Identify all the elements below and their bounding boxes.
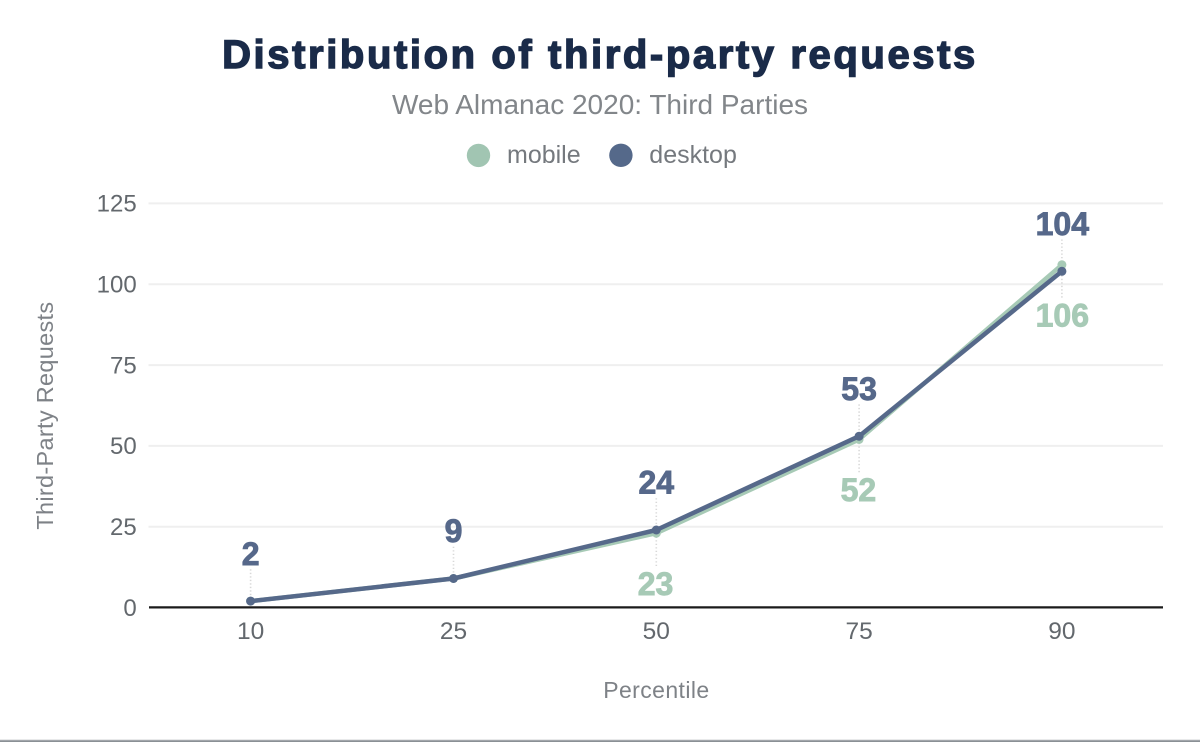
svg-text:Third-Party Requests: Third-Party Requests — [32, 302, 58, 530]
svg-text:90: 90 — [1048, 618, 1075, 645]
svg-text:9: 9 — [445, 513, 463, 549]
svg-text:100: 100 — [97, 272, 137, 299]
svg-text:mobile: mobile — [507, 141, 581, 169]
svg-text:53: 53 — [841, 371, 877, 407]
svg-text:25: 25 — [110, 514, 137, 541]
svg-text:Percentile: Percentile — [603, 677, 709, 703]
svg-text:0: 0 — [123, 595, 136, 622]
svg-text:2: 2 — [242, 536, 260, 572]
svg-text:25: 25 — [440, 618, 467, 645]
svg-text:Web Almanac 2020: Third Partie: Web Almanac 2020: Third Parties — [392, 89, 808, 120]
svg-text:10: 10 — [237, 618, 264, 645]
svg-text:50: 50 — [110, 433, 137, 460]
svg-text:desktop: desktop — [649, 141, 737, 169]
svg-text:75: 75 — [845, 618, 872, 645]
svg-text:Distribution of third-party re: Distribution of third-party requests — [222, 33, 978, 77]
svg-text:104: 104 — [1036, 206, 1090, 242]
svg-text:50: 50 — [643, 618, 670, 645]
svg-text:24: 24 — [639, 465, 675, 501]
svg-text:52: 52 — [841, 472, 877, 508]
svg-text:106: 106 — [1036, 298, 1089, 334]
svg-text:23: 23 — [638, 566, 674, 602]
svg-text:75: 75 — [110, 352, 137, 379]
svg-text:125: 125 — [97, 191, 137, 218]
